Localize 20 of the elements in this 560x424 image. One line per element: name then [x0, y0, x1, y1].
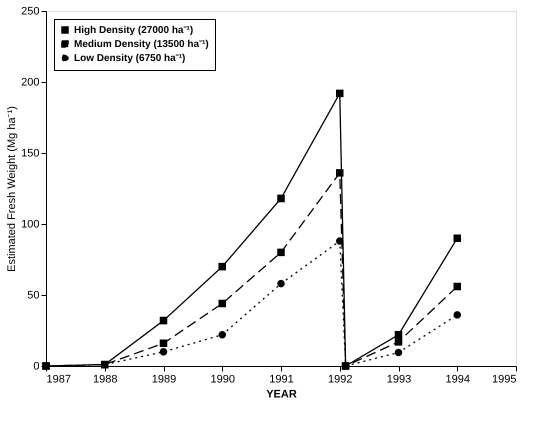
- x-tick-label: 1988: [93, 374, 118, 386]
- y-tick-label: 50: [27, 290, 40, 302]
- x-tick-label: 1990: [210, 374, 235, 386]
- x-tick-label: 1994: [446, 374, 470, 386]
- legend-label: High Density (27000 ha⁻¹): [74, 25, 194, 36]
- x-tick-label: 1987: [46, 374, 71, 386]
- x-tick-label: 1993: [386, 374, 412, 386]
- x-tick-label: 1989: [152, 374, 176, 386]
- x-axis-title: YEAR: [266, 388, 297, 400]
- legend-label: Low Density (6750 ha⁻¹): [74, 53, 186, 64]
- x-tick-label: 1995: [492, 374, 516, 386]
- y-tick-label: 200: [21, 76, 40, 88]
- x-tick-label: 1991: [269, 374, 294, 386]
- y-tick-label: 150: [21, 148, 40, 160]
- y-tick-label: 250: [21, 6, 40, 18]
- legend-label: Medium Density (13500 ha⁻¹): [74, 39, 209, 50]
- y-axis-title: Estimated Fresh Weight (Mg ha⁻¹): [6, 106, 18, 272]
- x-tick-label: 1992: [328, 374, 352, 386]
- y-tick-label: 0: [33, 360, 40, 372]
- y-tick-label: 100: [21, 218, 40, 230]
